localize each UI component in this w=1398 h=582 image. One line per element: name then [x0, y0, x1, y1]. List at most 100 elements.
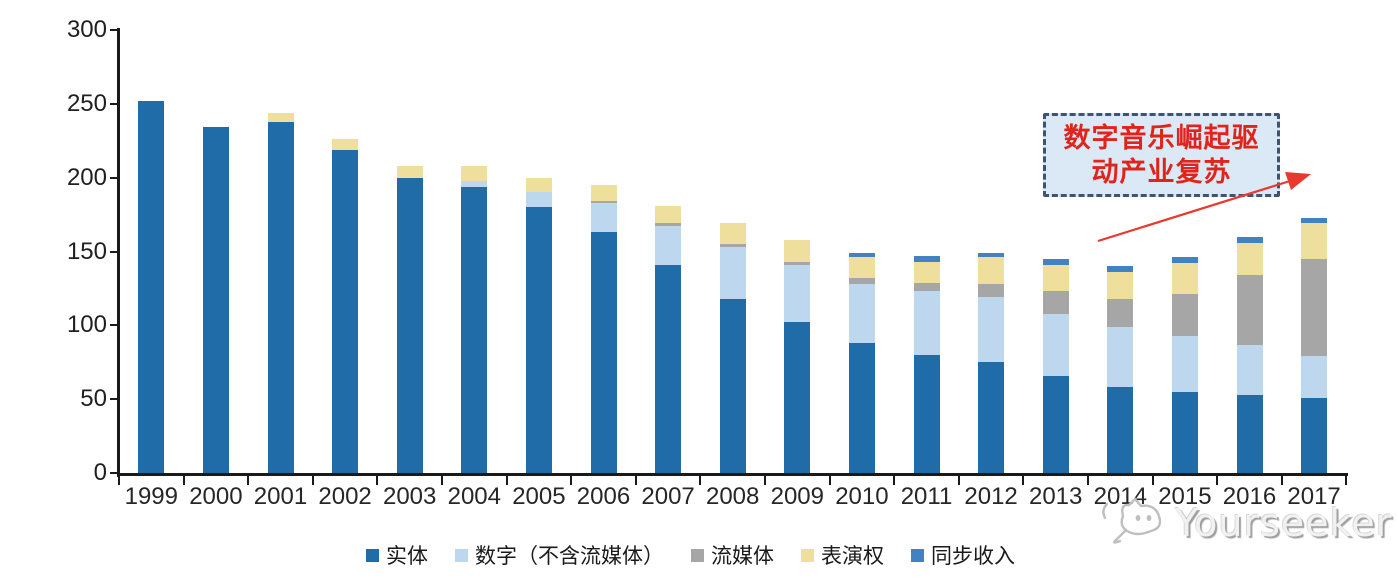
legend-label: 数字（不含流媒体）: [475, 544, 664, 568]
bar-segment-表演权: [913, 261, 940, 283]
x-tick-label: 2005: [512, 483, 566, 510]
legend-swatch: [455, 548, 468, 562]
bar-segment-数字（不含流媒体）: [1171, 335, 1198, 392]
legend-item: 同步收入: [911, 540, 1015, 570]
bar-segment-流媒体: [590, 201, 617, 203]
x-tick-label: 2016: [1222, 483, 1277, 510]
bar-segment-实体: [1171, 391, 1198, 473]
bar-segment-数字（不含流媒体）: [590, 202, 617, 233]
bar-2016: [1236, 236, 1263, 473]
annotation-text-line2: 动产业复苏: [1091, 157, 1232, 187]
bar-2017: [1301, 217, 1328, 473]
bar-segment-数字（不含流媒体）: [1301, 356, 1328, 398]
legend-swatch: [911, 548, 924, 562]
legend-swatch: [801, 548, 814, 562]
bar-segment-同步收入: [1301, 217, 1328, 224]
x-tick-label: 2015: [1158, 483, 1212, 510]
legend-swatch: [366, 548, 379, 562]
x-axis-tick: [634, 476, 637, 485]
bar-segment-同步收入: [848, 252, 875, 258]
bar-2014: [1107, 266, 1134, 473]
bar-segment-表演权: [848, 257, 875, 279]
bar-segment-同步收入: [913, 255, 940, 262]
x-axis-tick: [1345, 476, 1348, 485]
x-tick-label: 2001: [253, 483, 308, 510]
bar-segment-表演权: [396, 165, 423, 178]
bar-2004: [461, 165, 488, 473]
bar-segment-数字（不含流媒体）: [655, 226, 682, 265]
bar-segment-数字（不含流媒体）: [913, 291, 940, 355]
bar-2015: [1171, 257, 1198, 473]
bar-segment-实体: [978, 362, 1005, 473]
bar-segment-数字（不含流媒体）: [1236, 344, 1263, 395]
bar-segment-数字（不含流媒体）: [525, 192, 552, 208]
x-axis-tick: [1087, 476, 1089, 485]
bar-segment-流媒体: [784, 261, 811, 265]
bar-segment-实体: [1107, 387, 1134, 473]
bar-segment-表演权: [461, 165, 488, 181]
bar-segment-实体: [461, 186, 488, 473]
bar-segment-表演权: [1301, 223, 1328, 259]
bar-segment-实体: [913, 354, 940, 473]
x-axis-tick: [1022, 476, 1025, 485]
legend-label: 同步收入: [931, 544, 1015, 568]
x-tick-label: 2017: [1287, 483, 1341, 510]
x-tick-label: 2014: [1093, 483, 1147, 510]
bar-segment-数字（不含流媒体）: [1042, 313, 1069, 376]
bar-segment-数字（不含流媒体）: [1107, 326, 1134, 388]
y-axis-tick: [110, 398, 119, 401]
x-tick-label: 2010: [835, 483, 889, 510]
y-axis-line: [117, 28, 120, 477]
watermark-text: Yourseeker: [1175, 501, 1393, 545]
bar-2010: [848, 252, 875, 473]
bar-segment-数字（不含流媒体）: [719, 247, 746, 299]
bar-segment-流媒体: [655, 223, 682, 227]
bar-segment-流媒体: [1301, 258, 1328, 357]
bar-segment-表演权: [1042, 264, 1069, 292]
legend-item: 表演权: [801, 540, 884, 570]
y-axis-tick: [110, 176, 119, 179]
y-tick-label: 300: [66, 16, 107, 43]
bar-segment-流媒体: [1107, 298, 1134, 327]
bar-segment-实体: [1042, 375, 1069, 473]
cat-doodle-icon: [1102, 497, 1162, 544]
annotation-text-line1: 数字音乐崛起驱: [1063, 123, 1260, 153]
bar-2013: [1042, 258, 1069, 473]
x-axis-tick: [893, 476, 896, 485]
bar-2006: [590, 185, 617, 473]
x-tick-label: 2012: [964, 483, 1018, 510]
bar-segment-数字（不含流媒体）: [784, 264, 811, 323]
x-tick-label: 2011: [900, 483, 953, 510]
bar-segment-实体: [719, 298, 746, 473]
bar-segment-实体: [267, 121, 294, 473]
x-tick-label: 2008: [705, 483, 760, 510]
bar-segment-实体: [590, 232, 617, 473]
legend: 实体 数字（不含流媒体） 流媒体 表演权 同步收入: [366, 540, 1015, 570]
bar-segment-表演权: [525, 177, 552, 193]
x-axis-tick: [441, 476, 443, 485]
bar-segment-表演权: [1107, 272, 1134, 299]
bar-2007: [655, 205, 682, 473]
x-tick-label: 2004: [447, 483, 501, 510]
bar-segment-同步收入: [978, 252, 1005, 258]
y-axis-tick: [110, 250, 119, 253]
bar-segment-实体: [1236, 394, 1263, 473]
bar-segment-表演权: [267, 112, 294, 122]
bar-segment-流媒体: [1042, 291, 1069, 314]
bar-segment-数字（不含流媒体）: [848, 283, 875, 344]
bar-segment-实体: [202, 127, 229, 473]
bar-segment-流媒体: [978, 283, 1005, 298]
bar-segment-流媒体: [1236, 275, 1263, 345]
bar-1999: [138, 100, 165, 473]
x-tick-label: 2009: [770, 483, 824, 510]
bar-segment-流媒体: [1171, 294, 1198, 336]
x-axis-tick: [828, 476, 831, 485]
bar-segment-表演权: [1171, 263, 1198, 295]
bar-segment-同步收入: [1042, 258, 1069, 265]
bar-2009: [784, 239, 811, 473]
y-axis-tick: [110, 29, 119, 31]
x-tick-label: 2003: [382, 483, 437, 510]
y-tick-label: 0: [93, 459, 107, 486]
legend-label: 表演权: [821, 544, 884, 568]
